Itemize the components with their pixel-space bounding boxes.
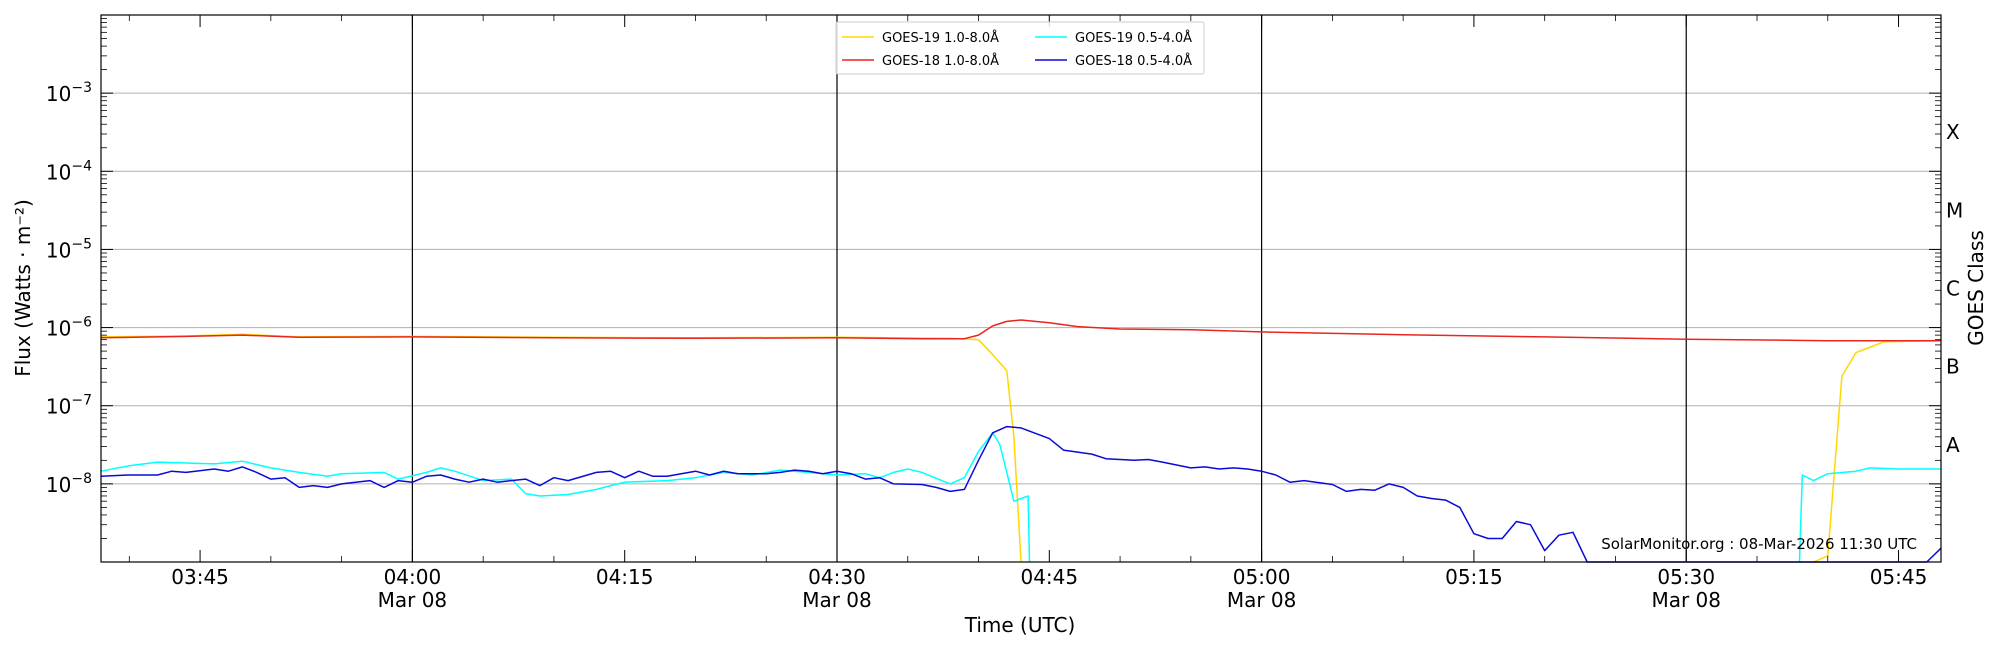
day-vertical-lines (411, 15, 1687, 562)
x-tick-label: 04:00 (384, 565, 442, 589)
y-tick-label: 10−3 (46, 80, 92, 106)
x-tick-label: 05:15 (1445, 565, 1503, 589)
y-axis-title: Flux (Watts · m⁻²) (11, 199, 35, 377)
y-tick-label: 10−8 (46, 471, 92, 497)
axis-ticks (101, 15, 1941, 562)
x-axis-title: Time (UTC) (964, 613, 1076, 637)
series-line (1813, 339, 1942, 563)
series-line (100, 425, 1942, 563)
x-tick-label: 05:00 (1233, 565, 1291, 589)
y-tick-label: 10−7 (46, 393, 92, 419)
x-tick-label: 04:15 (596, 565, 654, 589)
goes-class-label: M (1946, 198, 1963, 222)
legend-box (835, 21, 1205, 75)
x-tick-sublabel: Mar 08 (378, 588, 448, 612)
legend-label: GOES-18 1.0-8.0Å (882, 53, 999, 69)
x-tick-label: 05:30 (1657, 565, 1715, 589)
x-tick-label: 04:45 (1020, 565, 1078, 589)
x-tick-sublabel: Mar 08 (1651, 588, 1721, 612)
credit-text: SolarMonitor.org : 08-Mar-2026 11:30 UTC (1601, 535, 1917, 553)
x-tick-label: 03:45 (171, 565, 229, 589)
legend-label: GOES-19 0.5-4.0Å (1075, 30, 1192, 46)
legend: GOES-19 1.0-8.0Å GOES-18 1.0-8.0Å GOES-19 … (835, 21, 1205, 75)
goes-class-label: A (1946, 433, 1960, 457)
grid-lines (101, 92, 1941, 485)
legend-label: GOES-19 1.0-8.0Å (882, 30, 999, 46)
x-tick-label: 04:30 (808, 565, 866, 589)
plot-frame (100, 14, 1942, 563)
series-line (100, 333, 1022, 563)
series-line (100, 319, 1941, 342)
y-tick-label: 10−6 (46, 315, 92, 341)
goes-class-label: B (1946, 355, 1960, 379)
x-tick-sublabel: Mar 08 (802, 588, 872, 612)
y-tick-label: 10−4 (46, 158, 92, 184)
series-line (1798, 467, 1941, 563)
y-tick-label: 10−5 (46, 236, 92, 262)
goes-class-label: C (1946, 277, 1960, 301)
x-tick-sublabel: Mar 08 (1227, 588, 1297, 612)
series-line (100, 432, 1031, 563)
series-lines (100, 319, 1942, 563)
legend-label: GOES-18 0.5-4.0Å (1075, 53, 1192, 69)
x-tick-label: 05:45 (1870, 565, 1928, 589)
goes-class-title: GOES Class (1964, 230, 1988, 346)
goes-class-label: X (1946, 120, 1960, 144)
